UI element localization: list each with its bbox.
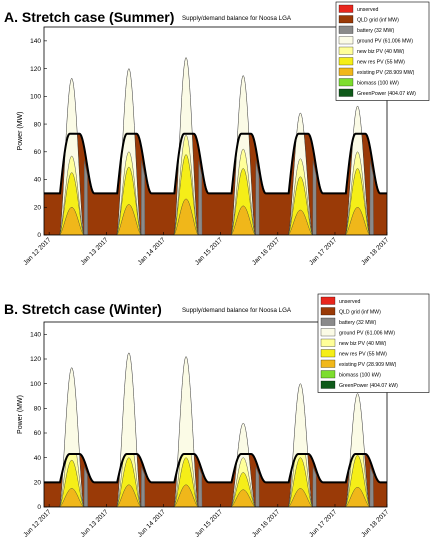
legend-label: new res PV (55 MW) (357, 60, 405, 66)
series-battery (312, 466, 317, 507)
chart-title: Supply/demand balance for Noosa LGA (182, 15, 292, 22)
y-tick-label: 80 (34, 406, 42, 413)
y-tick-label: 120 (30, 66, 41, 73)
panel-label: B. Stretch case (Winter) (4, 301, 162, 317)
y-tick-label: 140 (30, 332, 41, 339)
legend-swatch (338, 46, 354, 55)
plot-frame (43, 321, 388, 508)
legend-swatch (338, 4, 354, 13)
legend-swatch (320, 328, 336, 337)
legend-label: unserved (339, 299, 360, 305)
y-tick-label: 60 (34, 430, 42, 437)
legend-label: GreenPower (404.07 kW) (357, 91, 416, 97)
legend-swatch (320, 380, 336, 389)
legend-label: biomass (100 kW) (357, 81, 399, 87)
plot-frame (43, 26, 388, 236)
legend-swatch (320, 338, 336, 347)
plot-area (44, 322, 387, 507)
x-tick-label: Jun 15 2017 (194, 508, 225, 539)
x-tick-label: Jan 13 2017 (79, 236, 110, 267)
legend-label: new res PV (55 MW) (339, 352, 387, 358)
series-existing-pv (44, 484, 387, 507)
x-tick-label: Jan 16 2017 (251, 236, 282, 267)
series-battery (140, 160, 146, 235)
series-battery (255, 466, 260, 507)
x-tick-label: Jan 12 2017 (22, 236, 53, 267)
chart-panel-1: A. Stretch case (Summer) Supply/demand ba… (4, 1, 430, 267)
y-tick-label: 100 (30, 94, 41, 101)
series-battery (140, 466, 146, 507)
y-tick-label: 40 (34, 455, 42, 462)
y-axis-title: Power (MW) (17, 112, 24, 151)
series-existing-pv (44, 198, 387, 235)
legend-swatch (320, 359, 336, 368)
legend-swatch (320, 296, 336, 305)
x-tick-label: Jan 15 2017 (194, 236, 225, 267)
legend-label: unserved (357, 7, 378, 13)
legend-label: new biz PV (40 MW) (339, 341, 387, 347)
legend-swatch (320, 349, 336, 358)
x-tick-label: Jun 18 2017 (360, 508, 391, 539)
y-axis-title: Power (MW) (17, 395, 24, 434)
x-tick-label: Jun 13 2017 (79, 508, 110, 539)
y-tick-label: 20 (34, 204, 42, 211)
legend-label: ground PV (61.006 MW) (357, 39, 413, 45)
y-tick-label: 0 (37, 504, 41, 511)
legend-label: new biz PV (40 MW) (357, 49, 405, 55)
series-battery (198, 466, 203, 507)
x-tick-label: Jan 17 2017 (308, 236, 339, 267)
legend-label: biomass (100 kW) (339, 373, 381, 379)
legend-label: QLD grid (inf MW) (339, 310, 381, 316)
y-tick-label: 100 (30, 381, 41, 388)
legend-label: ground PV (61.006 MW) (339, 331, 395, 337)
demand-line (44, 452, 387, 484)
legend-swatch (338, 36, 354, 45)
series-battery (369, 160, 374, 235)
legend-box (317, 293, 430, 393)
legend-label: GreenPower (404.07 kW) (339, 383, 398, 389)
plot-area (44, 27, 387, 235)
legend-swatch (338, 25, 354, 34)
series-battery (255, 160, 260, 235)
panel-label: A. Stretch case (Summer) (4, 9, 174, 25)
legend-swatch (338, 67, 354, 76)
series-battery (83, 160, 88, 235)
legend-label: QLD grid (inf MW) (357, 18, 399, 24)
y-tick-label: 80 (34, 121, 42, 128)
series-battery (312, 160, 317, 235)
demand-line (44, 132, 387, 195)
series-battery (369, 466, 374, 507)
chart-panel-2: B. Stretch case (Winter) Supply/demand ba… (4, 293, 430, 539)
legend-swatch (338, 15, 354, 24)
y-tick-label: 40 (34, 177, 42, 184)
y-tick-label: 0 (37, 232, 41, 239)
y-tick-label: 20 (34, 480, 42, 487)
x-tick-label: Jun 16 2017 (251, 508, 282, 539)
x-tick-label: Jan 18 2017 (360, 236, 391, 267)
y-tick-label: 140 (30, 38, 41, 45)
y-tick-label: 120 (30, 356, 41, 363)
legend-swatch (338, 57, 354, 66)
x-tick-label: Jun 17 2017 (308, 508, 339, 539)
legend-label: battery (32 MW) (357, 28, 394, 34)
legend-swatch (320, 370, 336, 379)
x-tick-label: Jan 14 2017 (137, 236, 168, 267)
series-battery (83, 466, 88, 507)
series-battery (198, 160, 203, 235)
legend-label: battery (32 MW) (339, 320, 376, 326)
x-tick-label: Jun 14 2017 (137, 508, 168, 539)
legend-swatch (338, 88, 354, 97)
legend-label: existing PV (28.909 MW) (357, 70, 415, 76)
chart-title: Supply/demand balance for Noosa LGA (182, 307, 292, 314)
y-tick-label: 60 (34, 149, 42, 156)
legend-swatch (338, 78, 354, 87)
x-tick-label: Jun 12 2017 (22, 508, 53, 539)
legend-swatch (320, 307, 336, 316)
legend-swatch (320, 317, 336, 326)
legend-label: existing PV (28.909 MW) (339, 362, 397, 368)
